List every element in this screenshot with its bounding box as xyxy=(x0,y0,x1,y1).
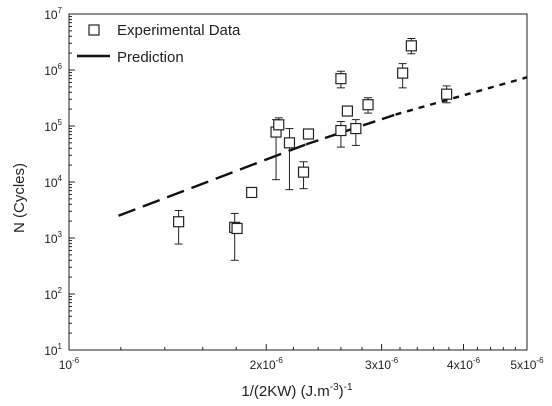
y-tick-exponent: 5 xyxy=(58,118,63,127)
y-tick-label: 107 xyxy=(44,6,62,22)
y-tick-label: 106 xyxy=(44,62,62,78)
error-bars xyxy=(174,38,451,261)
x-tick-exponent: -6 xyxy=(72,356,80,365)
x-axis-label-tail: ) xyxy=(339,383,344,400)
x-axis-ticks: 10-6 2x10-6 3x10-6 4x10-6 5x10-6 xyxy=(59,344,544,372)
y-tick-label: 103 xyxy=(44,230,62,246)
data-point xyxy=(335,73,347,85)
x-tick-exponent: -6 xyxy=(473,356,481,365)
y-axis-label: N (Cycles) xyxy=(11,163,28,233)
y-tick-exponent: 2 xyxy=(58,286,63,295)
y-tick-mantissa: 10 xyxy=(44,232,58,246)
x-tick-mantissa: 4x10 xyxy=(447,358,473,372)
x-tick-label: 2x10-6 xyxy=(250,356,284,372)
data-point xyxy=(397,67,409,79)
x-tick-exponent: -6 xyxy=(391,356,399,365)
x-axis-label-exp2: -1 xyxy=(344,382,353,393)
y-tick-mantissa: 10 xyxy=(44,64,58,78)
x-tick-mantissa: 5x10 xyxy=(510,358,536,372)
data-point xyxy=(173,216,185,228)
prediction-line-segment xyxy=(118,143,307,217)
y-tick-mantissa: 10 xyxy=(44,120,58,134)
y-tick-exponent: 3 xyxy=(58,230,63,239)
x-tick-mantissa: 3x10 xyxy=(365,358,391,372)
prediction-line-segment xyxy=(395,76,528,116)
x-tick-exponent: -6 xyxy=(536,356,544,365)
y-tick-label: 105 xyxy=(44,118,62,134)
data-point xyxy=(341,105,354,117)
data-point xyxy=(302,128,315,140)
x-axis-label-exp1: -3 xyxy=(330,382,339,393)
x-tick-label: 10-6 xyxy=(59,356,80,372)
data-point xyxy=(297,166,310,178)
legend-prediction-label: Prediction xyxy=(117,49,184,66)
y-tick-mantissa: 10 xyxy=(44,288,58,302)
y-tick-label: 101 xyxy=(44,342,62,358)
y-tick-exponent: 4 xyxy=(58,174,63,183)
data-point xyxy=(350,122,362,135)
data-point xyxy=(273,119,285,131)
prediction-line xyxy=(118,76,528,217)
y-tick-exponent: 7 xyxy=(58,6,63,15)
x-tick-label: 5x10-6 xyxy=(510,356,544,372)
experimental-points xyxy=(173,40,453,235)
y-tick-exponent: 6 xyxy=(58,62,63,71)
x-axis-label: 1/(2KW) (J.m-3)-1 xyxy=(241,382,353,400)
y-tick-label: 104 xyxy=(44,174,62,190)
data-point xyxy=(246,186,258,199)
data-point xyxy=(362,99,374,111)
data-point xyxy=(441,88,453,100)
x-axis-label-main: 1/(2KW) (J.m xyxy=(241,383,329,400)
legend: Experimental Data Prediction xyxy=(77,22,241,66)
x-tick-label: 3x10-6 xyxy=(365,356,399,372)
legend-experimental-marker xyxy=(88,24,100,36)
y-tick-exponent: 1 xyxy=(58,342,63,351)
y-tick-mantissa: 10 xyxy=(44,344,58,358)
y-tick-mantissa: 10 xyxy=(44,176,58,190)
data-point xyxy=(231,222,243,235)
x-tick-mantissa: 10 xyxy=(59,358,73,372)
x-tick-exponent: -6 xyxy=(276,356,284,365)
x-tick-label: 4x10-6 xyxy=(447,356,481,372)
data-point xyxy=(335,124,347,137)
y-tick-mantissa: 10 xyxy=(44,8,58,22)
data-point xyxy=(405,40,417,52)
y-tick-label: 102 xyxy=(44,286,62,302)
x-tick-mantissa: 2x10 xyxy=(250,358,276,372)
legend-experimental-label: Experimental Data xyxy=(117,22,241,39)
data-point xyxy=(283,137,296,149)
